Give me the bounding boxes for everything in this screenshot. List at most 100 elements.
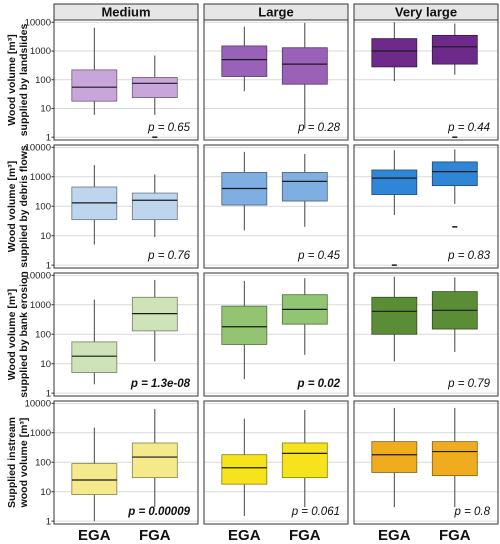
y-tick-label: 10 (40, 104, 51, 115)
p-value-label: p = 0.65 (147, 122, 190, 134)
box-iqr (371, 296, 418, 335)
box-fga (281, 409, 328, 508)
box-ega (371, 150, 418, 266)
y-axis-label-line: Wood volume [m³] (6, 161, 18, 252)
x-category-label: FGA (289, 527, 321, 544)
box-ega (71, 27, 118, 115)
y-axis-label-line: supplied by bank erosion (18, 271, 30, 398)
p-value-label: p = 0.44 (447, 122, 490, 134)
y-tick-label: 1 (46, 260, 51, 271)
box-ega (371, 407, 418, 508)
p-value-label: p = 0.02 (296, 378, 340, 390)
panel-frame (353, 144, 499, 269)
x-category-label: EGA (378, 527, 411, 544)
y-axis-label: Wood volume [m³]supplied by bank erosion (6, 271, 30, 398)
x-category-label: EGA (78, 527, 111, 544)
p-value-label: p = 1.3e-08 (130, 378, 191, 390)
y-axis-label-line: Supplied instream (6, 417, 18, 508)
box-iqr (371, 38, 418, 68)
p-value-label: p = 0.79 (447, 378, 490, 390)
box-ega (71, 165, 118, 245)
panel-frame (53, 400, 199, 525)
box-fga (131, 55, 178, 139)
box-iqr (221, 454, 268, 485)
box-iqr (221, 45, 268, 77)
x-category-label: FGA (439, 527, 471, 544)
strip-medium: Medium (53, 3, 199, 21)
panel-row1-medium: p = 0.65 (51, 19, 199, 141)
panel-row3-medium: p = 1.3e-08 (51, 272, 199, 397)
panel-frame (353, 272, 499, 397)
strip-label: Very large (395, 5, 457, 20)
box-ega (71, 299, 118, 385)
x-category-label: EGA (228, 527, 261, 544)
box-iqr (221, 305, 268, 345)
box-fga (431, 407, 478, 508)
y-tick-label: 1000 (30, 300, 51, 311)
panel-row3-large: p = 0.02 (203, 272, 349, 397)
box-iqr (431, 34, 478, 65)
box-iqr (431, 161, 478, 187)
y-axis-label-line: Wood volume [m³] (6, 289, 18, 380)
box-ega (221, 151, 268, 231)
strip-large: Large (203, 3, 349, 21)
box-iqr (281, 47, 328, 85)
box-iqr (281, 442, 328, 479)
box-fga (431, 149, 478, 228)
y-axis-label: Wood volume [m³]supplied by landslides (6, 24, 30, 137)
box-iqr (281, 172, 328, 202)
box-iqr (131, 192, 178, 221)
panel-row3-very-large: p = 0.79 (353, 272, 499, 397)
box-ega (221, 280, 268, 380)
box-ega (221, 26, 268, 92)
strip-very-large: Very large (353, 3, 499, 21)
y-axis-label: Wood volume [m³]supplied by debris flows (6, 145, 30, 268)
x-category-label: FGA (139, 527, 171, 544)
strip-label: Medium (101, 5, 150, 20)
box-iqr (431, 441, 478, 477)
y-tick-label: 100 (35, 201, 51, 212)
p-value-label: p = 0.28 (297, 122, 340, 134)
box-iqr (71, 463, 118, 495)
p-value-label: p = 0.8 (454, 506, 491, 518)
box-fga (281, 278, 328, 355)
box-ega (71, 427, 118, 522)
y-tick-label: 1 (46, 388, 51, 399)
y-axis-label: Supplied instreamwood volume [m³] (6, 417, 30, 508)
box-iqr (371, 441, 418, 473)
box-fga (281, 153, 328, 227)
panel-row4-large: p = 0.061 (203, 400, 349, 525)
box-fga (131, 408, 178, 508)
box-fga (431, 23, 478, 139)
y-tick-label: 10 (40, 359, 51, 370)
panel-frame (203, 19, 349, 141)
y-tick-label: 1 (46, 132, 51, 143)
panel-frame (203, 272, 349, 397)
y-tick-label: 10000 (25, 17, 51, 28)
box-fga (131, 174, 178, 238)
p-value-label: p = 0.45 (297, 250, 340, 262)
p-value-label: p = 0.83 (447, 250, 490, 262)
panel-row2-medium: p = 0.76 (51, 144, 199, 269)
y-tick-label: 100 (35, 329, 51, 340)
y-axis-label-line: wood volume [m³] (18, 418, 30, 509)
box-ega (371, 22, 418, 82)
y-tick-label: 10 (40, 231, 51, 242)
panel-row1-very-large: p = 0.44 (353, 19, 499, 141)
panel-frame (53, 272, 199, 397)
box-ega (221, 418, 268, 516)
panel-frame (203, 144, 349, 269)
y-tick-label: 1000 (30, 428, 51, 439)
box-iqr (131, 442, 178, 479)
y-tick-label: 10000 (25, 143, 51, 154)
y-axis-label-line: supplied by landslides (18, 24, 30, 137)
box-fga (131, 279, 178, 362)
panel-frame (353, 400, 499, 525)
y-axis-label-line: Wood volume [m³] (6, 34, 18, 125)
y-tick-label: 1 (46, 516, 51, 527)
panel-row2-large: p = 0.45 (203, 144, 349, 269)
p-value-label: p = 0.00009 (127, 506, 190, 518)
box-iqr (71, 69, 118, 102)
box-iqr (71, 341, 118, 373)
